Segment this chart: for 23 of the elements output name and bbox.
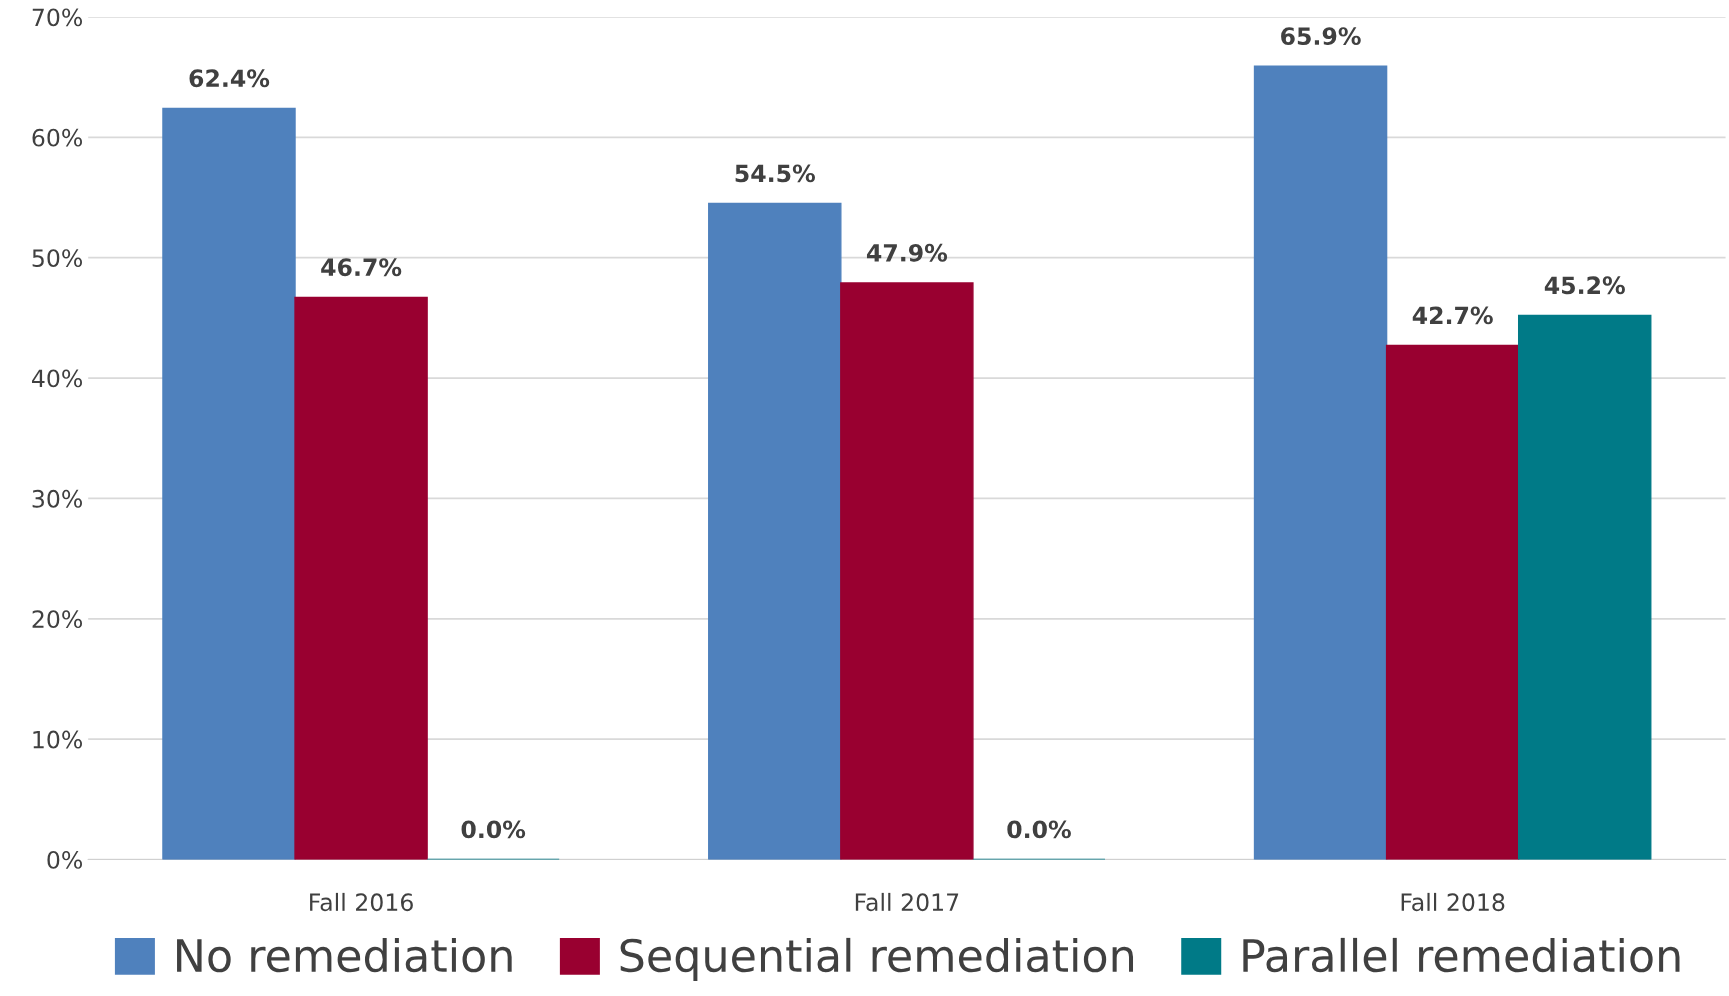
data-label: 65.9% [1281,27,1361,46]
y-tick-label: 30% [32,489,83,508]
data-label: 42.7% [1412,306,1493,325]
data-label: 0.0% [1007,820,1071,839]
legend-label: No remediation [177,937,512,973]
y-tick-label: 10% [33,730,83,749]
data-label: 47.9% [866,243,948,262]
y-tick-label: 50% [32,249,83,267]
y-tick-label: 40% [31,369,83,388]
data-label: 0.0% [461,820,526,839]
y-tick-label: 0% [47,850,83,869]
x-tick-label: Fall 2016 [310,892,413,912]
data-label: 54.5% [735,164,815,183]
x-tick-label: Fall 2018 [1401,892,1505,912]
data-label: 62.4% [189,69,270,88]
y-tick-label: 20% [32,610,83,629]
legend-label: Sequential remediation [620,937,1134,981]
x-tick-label: Fall 2017 [855,892,959,912]
legend-label: Parallel remediation [1243,937,1680,973]
data-label: 45.2% [1544,276,1625,295]
y-tick-label: 60% [32,128,83,147]
y-tick-label: 70% [32,8,83,27]
data-label: 46.7% [321,258,402,277]
